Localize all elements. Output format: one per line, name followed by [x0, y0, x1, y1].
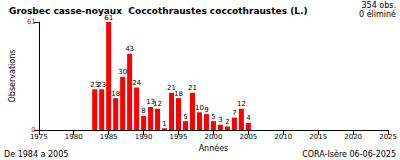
svg-text:7: 7	[232, 109, 236, 117]
svg-text:12: 12	[153, 100, 162, 108]
svg-text:4: 4	[246, 114, 251, 122]
svg-text:2020: 2020	[344, 133, 362, 141]
svg-text:2000: 2000	[205, 133, 223, 141]
svg-text:9: 9	[204, 106, 208, 114]
svg-text:43: 43	[125, 45, 134, 53]
svg-text:61: 61	[104, 13, 114, 22]
svg-text:5: 5	[211, 113, 215, 121]
svg-text:2: 2	[225, 118, 229, 126]
svg-text:De 1984 a 2005: De 1984 a 2005	[4, 150, 68, 159]
svg-text:10: 10	[195, 104, 204, 112]
svg-text:1995: 1995	[170, 133, 188, 141]
svg-text:1990: 1990	[135, 133, 153, 141]
svg-text:0 éliminé: 0 éliminé	[359, 9, 396, 19]
svg-text:61: 61	[27, 18, 36, 26]
svg-text:23: 23	[97, 81, 106, 89]
svg-text:2015: 2015	[309, 133, 327, 141]
svg-text:18: 18	[111, 90, 120, 98]
svg-text:2005: 2005	[239, 133, 257, 141]
svg-text:1975: 1975	[30, 133, 48, 141]
svg-text:5: 5	[183, 113, 187, 121]
svg-text:Observations: Observations	[8, 50, 17, 103]
svg-text:Grosbec casse-noyaux Coccothr: Grosbec casse-noyaux Coccothraustes cocc…	[9, 6, 308, 16]
svg-text:12: 12	[237, 100, 246, 108]
svg-text:2010: 2010	[274, 133, 292, 141]
svg-text:21: 21	[188, 84, 197, 92]
svg-text:24: 24	[132, 79, 141, 87]
svg-text:18: 18	[174, 90, 183, 98]
svg-text:21: 21	[167, 84, 176, 93]
svg-text:CORA-Isère 06-06-2025: CORA-Isère 06-06-2025	[302, 149, 396, 159]
svg-text:13: 13	[146, 98, 155, 107]
svg-text:0: 0	[31, 126, 36, 134]
svg-text:1980: 1980	[65, 133, 83, 141]
svg-text:1985: 1985	[100, 133, 118, 141]
svg-text:354 obs.: 354 obs.	[362, 1, 397, 10]
svg-text:1: 1	[162, 120, 166, 128]
svg-text:30: 30	[118, 68, 127, 76]
svg-text:8: 8	[141, 107, 145, 115]
svg-text:23: 23	[90, 80, 100, 89]
svg-text:3: 3	[218, 116, 222, 124]
svg-text:2025: 2025	[379, 133, 397, 141]
svg-text:Années: Années	[199, 143, 229, 153]
